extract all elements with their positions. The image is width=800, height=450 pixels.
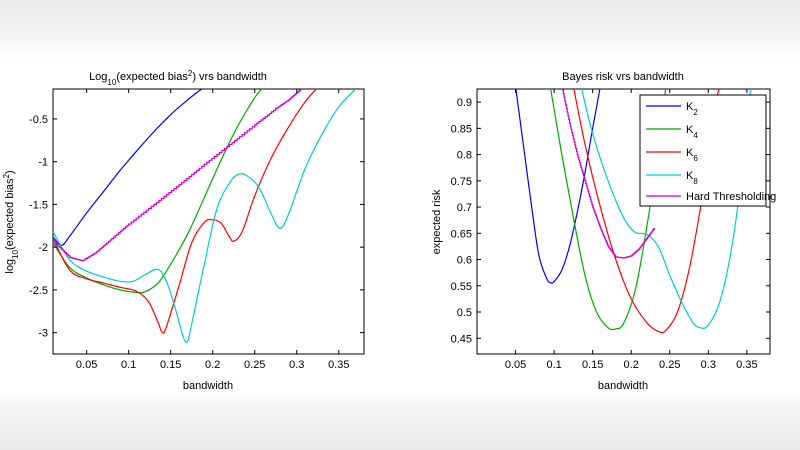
y-tick-label: -2.5 [29, 285, 48, 297]
y-axis-label-part: 2 [2, 173, 11, 178]
legend-label-part: K [686, 147, 694, 159]
chart-title-part: 10 [107, 78, 116, 87]
x-tick-label: 0.05 [505, 359, 526, 371]
legend-label: K6 [686, 147, 698, 163]
x-tick-label: 0.1 [546, 359, 561, 371]
chart-title-part: ) vrs bandwidth [192, 71, 267, 83]
chart-title-part: 2 [188, 69, 193, 78]
chart-title: Bayes risk vrs bandwidth [562, 71, 684, 83]
x-tick-label: 0.2 [205, 359, 220, 371]
x-axis-label: bandwidth [598, 380, 648, 392]
legend-entry: K2 [646, 101, 698, 117]
series-line [53, 89, 302, 262]
y-axis-label-part: (expected bias [4, 178, 16, 250]
series-line [53, 89, 203, 247]
y-tick-label: 0.6 [457, 255, 472, 267]
y-tick-label: 0.8 [457, 150, 472, 162]
y-tick-label: 0.75 [451, 176, 472, 188]
x-axis: 0.05 0.1 0.15 0.2 0.25 0.3 0.35 [76, 89, 349, 371]
x-tick-label: 0.3 [701, 359, 716, 371]
series-line [550, 89, 667, 331]
legend-entry: K4 [646, 124, 698, 140]
plot-area [52, 88, 365, 355]
x-tick-label: 0.35 [328, 359, 349, 371]
y-axis-label-part: ) [4, 170, 16, 174]
legend-label-part: 4 [693, 131, 698, 140]
x-tick-label: 0.25 [659, 359, 680, 371]
legend-label: K2 [686, 101, 698, 117]
legend-entry: K8 [646, 170, 698, 186]
y-tick-label: -3 [38, 328, 48, 340]
chart-title-part: Log [89, 71, 107, 83]
x-tick-label: 0.3 [289, 359, 304, 371]
legend-label-part: K [686, 101, 694, 113]
legend-label-part: K [686, 124, 694, 136]
y-axis: -3 -2.5 -2 -1.5 -1 -0.5 [29, 114, 364, 340]
y-axis-label-part: log [4, 259, 16, 274]
series-line [53, 89, 318, 334]
y-tick-label: 0.9 [457, 97, 472, 109]
x-tick-label: 0.1 [121, 359, 136, 371]
series-line [581, 89, 752, 329]
legend-box [639, 94, 767, 207]
y-tick-label: 0.7 [457, 202, 472, 214]
legend-label-part: Hard Thresholding [686, 191, 776, 203]
y-tick-label: -2 [38, 242, 48, 254]
legend-entry: K6 [646, 147, 698, 163]
chart-title: Log10(expected bias2) vrs bandwidth [89, 69, 267, 87]
y-tick-label: 0.55 [451, 281, 472, 293]
y-tick-label: 0.45 [451, 333, 472, 345]
x-axis-label: bandwidth [183, 380, 233, 392]
y-tick-label: 0.85 [451, 123, 472, 135]
chart-log-bias: Log10(expected bias2) vrs bandwidth 0.05… [2, 69, 365, 392]
chart-title-part: (expected bias [116, 71, 188, 83]
series-line [515, 89, 601, 284]
x-tick-label: 0.35 [736, 359, 757, 371]
legend: K2 K4 K6 K8 Hard Thresholding [639, 94, 776, 207]
x-tick-label: 0.25 [244, 359, 265, 371]
y-axis: 0.45 0.5 0.55 0.6 0.65 0.7 0.75 0.8 0.85 0.9 [451, 97, 770, 345]
x-tick-label: 0.15 [582, 359, 603, 371]
x-tick-label: 0.15 [160, 359, 181, 371]
y-tick-label: -1 [38, 157, 48, 169]
legend-label-part: 6 [693, 154, 698, 163]
y-tick-label: -1.5 [29, 199, 48, 211]
y-axis-label: log10(expected bias2) [2, 170, 20, 273]
y-axis-label-part: expected risk [431, 189, 443, 254]
series-line [53, 89, 357, 343]
chart-bayes-risk: Bayes risk vrs bandwidth 0.05 0.1 0.15 0.2 0… [431, 71, 776, 392]
legend-label: Hard Thresholding [686, 191, 776, 203]
y-tick-label: 0.65 [451, 228, 472, 240]
x-tick-label: 0.2 [624, 359, 639, 371]
legend-label-part: 2 [693, 108, 698, 117]
series-layer [53, 89, 357, 343]
y-tick-label: -0.5 [29, 114, 48, 126]
y-axis-label: expected risk [431, 189, 443, 254]
legend-label: K4 [686, 124, 698, 140]
x-tick-label: 0.05 [76, 359, 97, 371]
x-axis: 0.05 0.1 0.15 0.2 0.25 0.3 0.35 [505, 89, 758, 371]
legend-label: K8 [686, 170, 698, 186]
legend-label-part: K [686, 170, 694, 182]
legend-label-part: 8 [693, 177, 698, 186]
y-axis-label-part: 10 [11, 249, 20, 258]
legend-entry: Hard Thresholding [646, 191, 776, 203]
series-line [561, 89, 655, 259]
y-tick-label: 0.5 [457, 307, 472, 319]
